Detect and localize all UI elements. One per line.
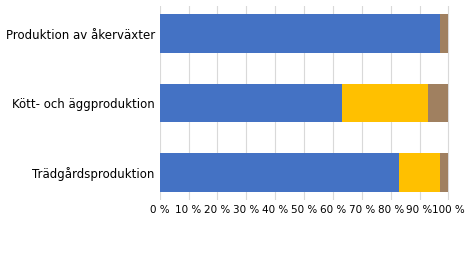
Bar <box>440 153 448 192</box>
Bar <box>159 153 399 192</box>
Bar <box>341 84 428 122</box>
Bar <box>440 14 448 53</box>
Bar <box>159 84 341 122</box>
Bar <box>159 14 440 53</box>
Bar <box>428 84 448 122</box>
Bar <box>399 153 440 192</box>
